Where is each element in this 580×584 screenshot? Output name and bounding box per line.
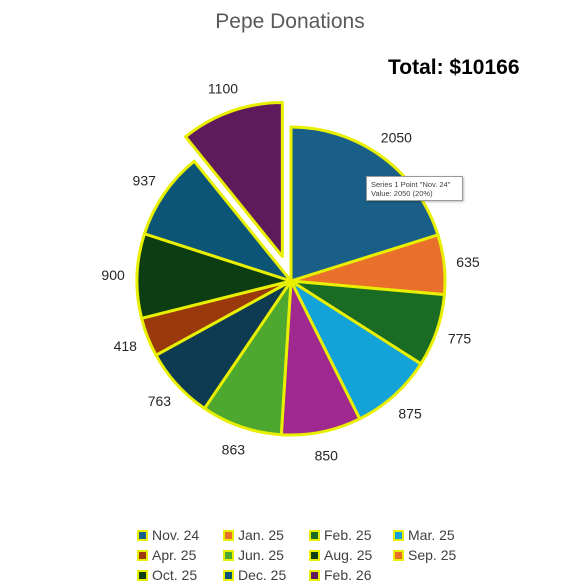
legend-swatch xyxy=(223,549,234,561)
pie-slice-dec-25[interactable] xyxy=(142,159,293,283)
legend-item-jan-25[interactable]: Jan. 25 xyxy=(223,526,309,544)
legend-swatch xyxy=(309,529,320,541)
legend-item-nov-24[interactable]: Nov. 24 xyxy=(137,526,223,544)
data-label-sep-25: 418 xyxy=(114,338,138,354)
legend-label: Sep. 25 xyxy=(408,547,457,563)
data-label-nov-24: 2050 xyxy=(381,130,412,146)
pie-slice-nov-24[interactable] xyxy=(289,125,440,283)
legend-swatch xyxy=(137,529,148,541)
legend-swatch xyxy=(393,549,404,561)
chart-title: Pepe Donations xyxy=(215,10,365,33)
legend-item-aug-25[interactable]: Aug. 25 xyxy=(309,546,393,564)
legend-item-dec-25[interactable]: Dec. 25 xyxy=(223,566,309,584)
data-label-jun-25: 863 xyxy=(222,441,246,457)
legend-item-oct-25[interactable]: Oct. 25 xyxy=(137,566,223,584)
legend-item-sep-25[interactable]: Sep. 25 xyxy=(393,546,467,564)
legend-label: Feb. 26 xyxy=(324,567,372,583)
legend-label: Oct. 25 xyxy=(152,567,198,583)
legend-swatch xyxy=(223,529,234,541)
legend-swatch xyxy=(393,529,404,541)
legend-label: Nov. 24 xyxy=(152,527,200,543)
data-label-apr-25: 850 xyxy=(315,447,339,463)
data-label-dec-25: 937 xyxy=(133,172,157,188)
chart-legend: Nov. 24 Jan. 25 Feb. 25 Mar. 25 Apr. 25 Jun. … xyxy=(137,526,467,584)
legend-swatch xyxy=(309,569,320,581)
legend-label: Aug. 25 xyxy=(324,547,373,563)
legend-label: Feb. 25 xyxy=(324,527,372,543)
tooltip-value-line: Value: 2050 (20%) xyxy=(371,189,433,198)
legend-swatch xyxy=(137,569,148,581)
total-label: Total: $10166 xyxy=(388,56,520,79)
pie-slices xyxy=(135,100,447,437)
legend-item-jun-25[interactable]: Jun. 25 xyxy=(223,546,309,564)
data-label-oct-25: 900 xyxy=(101,267,125,283)
legend-label: Jun. 25 xyxy=(238,547,284,563)
legend-label: Jan. 25 xyxy=(238,527,284,543)
data-labels: 2050 635 775 875 850 863 763 418 900 937 1100 xyxy=(101,81,479,464)
data-label-feb-26: 1100 xyxy=(208,81,238,97)
legend-swatch xyxy=(223,569,234,581)
legend-label: Mar. 25 xyxy=(408,527,455,543)
legend-label: Apr. 25 xyxy=(152,547,197,563)
legend-item-feb-26[interactable]: Feb. 26 xyxy=(309,566,393,584)
pie-slice-mar-25[interactable] xyxy=(289,279,423,421)
data-label-aug-25: 763 xyxy=(148,393,172,409)
legend-item-feb-25[interactable]: Feb. 25 xyxy=(309,526,393,544)
hover-tooltip: Series 1 Point "Nov. 24" Value: 2050 (20… xyxy=(366,176,463,201)
legend-item-apr-25[interactable]: Apr. 25 xyxy=(137,546,223,564)
legend-label: Dec. 25 xyxy=(238,567,287,583)
pie-slice-oct-25[interactable] xyxy=(135,232,293,320)
data-label-jan-25: 635 xyxy=(456,254,480,270)
legend-swatch xyxy=(137,549,148,561)
data-label-mar-25: 875 xyxy=(398,405,422,421)
pie-slice-feb-26[interactable] xyxy=(184,100,284,258)
tooltip-series-line: Series 1 Point "Nov. 24" xyxy=(371,180,451,189)
data-label-feb-25: 775 xyxy=(448,330,472,346)
legend-swatch xyxy=(309,549,320,561)
legend-item-mar-25[interactable]: Mar. 25 xyxy=(393,526,467,544)
